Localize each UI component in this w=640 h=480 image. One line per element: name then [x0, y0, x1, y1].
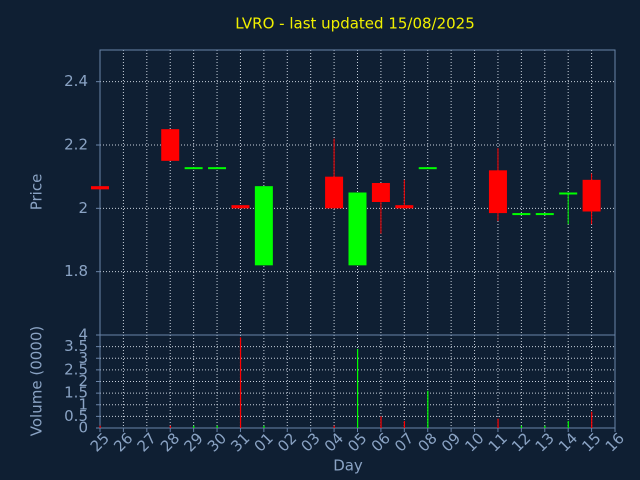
- candle-body: [254, 186, 273, 266]
- candle-body: [208, 167, 227, 170]
- y-tick-label: 2: [78, 372, 88, 390]
- candle-body: [348, 192, 367, 266]
- candle-body: [559, 192, 578, 195]
- volume-bar: [239, 337, 242, 428]
- y-tick-label: 4: [78, 326, 88, 344]
- candle-body: [371, 183, 390, 202]
- y-tick-label: 1.5: [64, 384, 88, 402]
- candle-body: [512, 213, 531, 216]
- y-tick-label: 2.5: [64, 360, 88, 378]
- y-tick-label: 3.5: [64, 337, 88, 355]
- candle-body: [418, 167, 437, 170]
- y-tick-label: 0: [78, 419, 88, 437]
- y-axis-label: Price: [28, 174, 46, 211]
- y-tick-label: 1: [78, 395, 88, 413]
- volume-bar: [216, 425, 218, 428]
- candle-body: [395, 205, 414, 209]
- candle-body: [91, 186, 109, 190]
- y-tick-label: 2.4: [64, 72, 88, 90]
- candle-body: [231, 205, 250, 209]
- volume-bar: [403, 421, 406, 428]
- volume-bar: [544, 425, 546, 428]
- y-tick-label: 1.8: [64, 262, 88, 280]
- volume-axis-label: Volume (0000): [28, 326, 46, 436]
- candle-body: [582, 179, 601, 212]
- volume-bar: [567, 421, 569, 428]
- volume-bar: [591, 411, 593, 428]
- candle-body: [161, 129, 180, 161]
- volume-bar: [99, 425, 101, 428]
- volume-bar: [193, 425, 195, 428]
- candle-body: [535, 213, 554, 216]
- volume-bar: [427, 390, 429, 428]
- volume-bar: [520, 425, 523, 428]
- y-tick-label: 0.5: [64, 407, 88, 425]
- y-tick-label: 2: [78, 199, 88, 217]
- candle-body: [184, 167, 203, 170]
- volume-bar: [263, 425, 265, 428]
- chart-title: LVRO - last updated 15/08/2025: [235, 15, 475, 33]
- volume-bar: [497, 418, 499, 428]
- volume-bar: [380, 416, 382, 428]
- y-tick-label: 3: [78, 349, 88, 367]
- volume-bar: [169, 425, 171, 428]
- candle-body: [488, 170, 507, 214]
- candle-body: [325, 176, 344, 209]
- y-tick-label: 2.2: [64, 136, 88, 154]
- x-axis-label: Day: [333, 457, 363, 475]
- volume-bar: [357, 348, 359, 428]
- volume-bar: [333, 425, 335, 428]
